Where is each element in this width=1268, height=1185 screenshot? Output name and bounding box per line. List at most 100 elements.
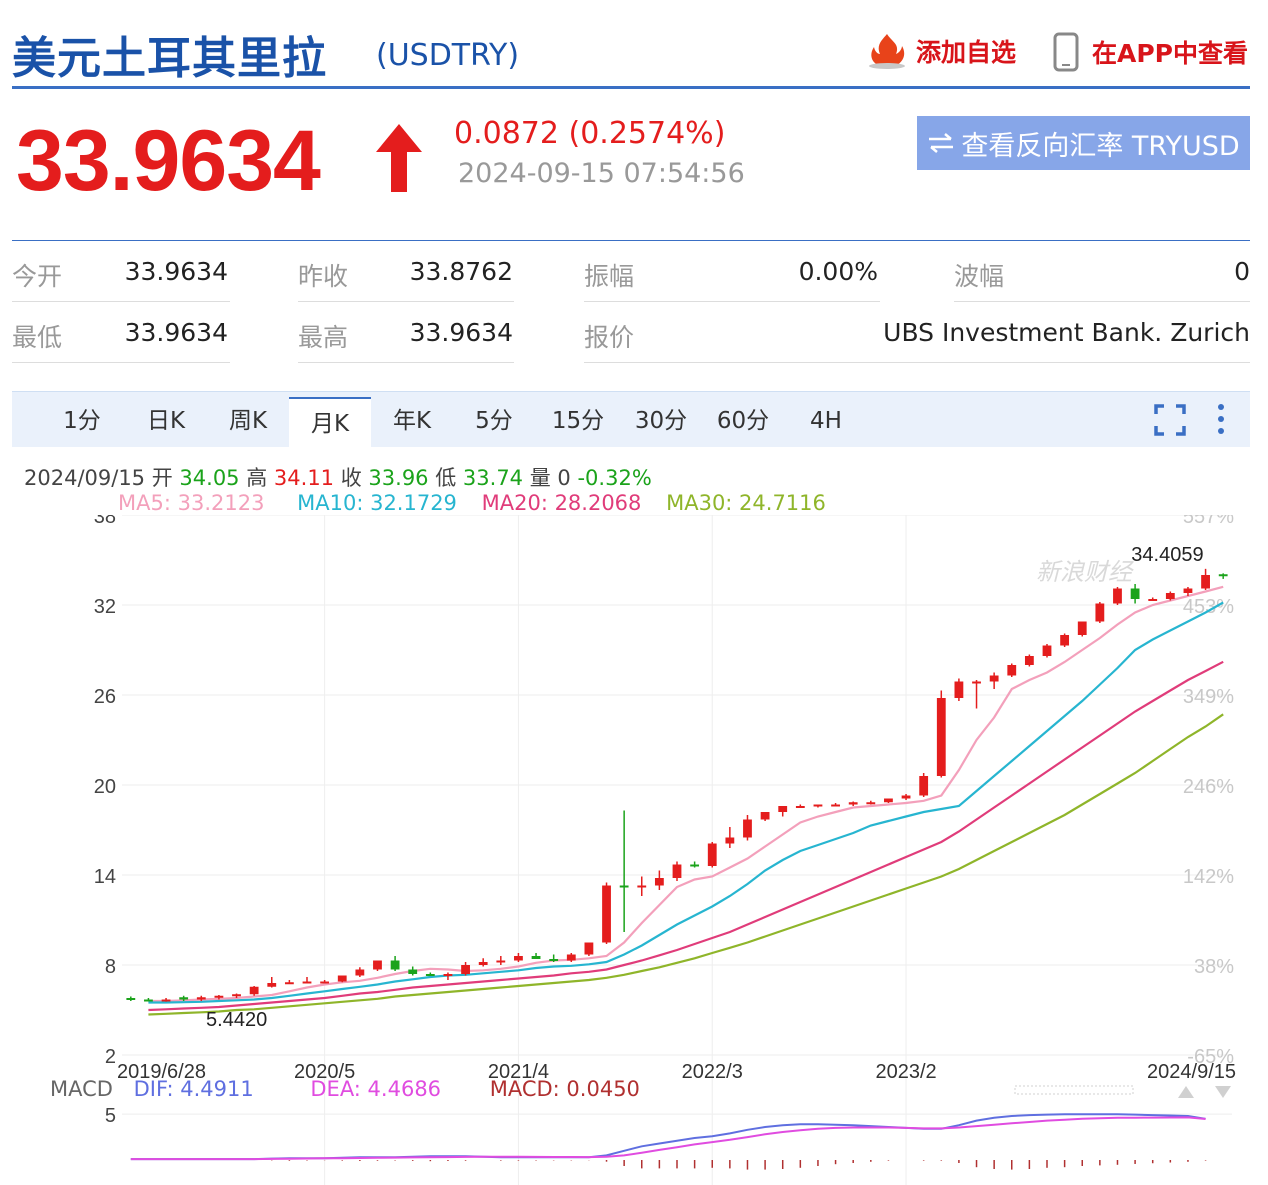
candle-body <box>637 885 647 888</box>
tab-month-k[interactable]: 月K <box>289 397 371 449</box>
candle-body <box>232 994 241 997</box>
ma5-legend: MA5: 33.2123 <box>118 491 265 515</box>
ma-legend: MA5: 33.2123 MA10: 32.1729 MA20: 28.2068… <box>118 491 826 515</box>
macd-legend: MACD DIF: 4.4911 DEA: 4.4686 MACD: 0.045… <box>50 1077 640 1101</box>
tab-30min[interactable]: 30分 <box>634 408 688 434</box>
candle-body <box>954 681 964 698</box>
candle-body <box>602 885 611 943</box>
candle-body <box>161 999 171 1002</box>
quote-timestamp: 2024-09-15 07:54:56 <box>458 158 745 189</box>
candle-body <box>707 843 717 866</box>
tab-4h[interactable]: 4H <box>810 408 842 434</box>
ohlc-low-label: 低 <box>435 466 457 490</box>
current-price: 33.9634 <box>16 113 321 209</box>
tab-5min[interactable]: 5分 <box>475 408 513 434</box>
y-tick-label: 20 <box>94 776 116 798</box>
x-tick-label: 2024/9/15 <box>1147 1061 1236 1083</box>
ma-line-ma30 <box>148 713 1224 1016</box>
candle-body <box>461 965 470 974</box>
quote-source-value: UBS Investment Bank. Zurich <box>883 318 1250 347</box>
scroll-up-icon <box>1178 1086 1194 1098</box>
row-divider <box>298 362 514 363</box>
ohlc-close-label: 收 <box>340 466 362 490</box>
y-tick-label: 2 <box>105 1046 116 1068</box>
ma20-legend: MA20: 28.2068 <box>481 491 642 515</box>
high-label: 最高 <box>298 323 349 352</box>
min-annotation: 5.4420 <box>206 1009 267 1031</box>
candle-body <box>1201 575 1210 589</box>
high-value: 33.9634 <box>409 318 513 347</box>
candle-body <box>760 812 770 820</box>
prev-close-value: 33.8762 <box>409 257 513 286</box>
candle-body <box>690 864 700 867</box>
y-tick-label: 26 <box>94 686 116 708</box>
candle-body <box>1042 645 1052 656</box>
max-annotation: 34.4059 <box>1131 544 1203 566</box>
row-divider <box>12 362 230 363</box>
candle-body <box>144 999 153 1002</box>
candle-body <box>778 806 788 812</box>
low-value: 33.9634 <box>124 318 228 347</box>
ohlc-low: 33.74 <box>462 466 524 490</box>
watermark: 新浪财经 <box>1036 558 1135 586</box>
candle-body <box>936 698 946 776</box>
candle-body <box>196 997 206 1000</box>
ma10-legend: MA10: 32.1729 <box>297 491 457 515</box>
candle-body <box>972 681 981 684</box>
candle-body <box>320 981 330 984</box>
row-divider <box>584 362 1250 363</box>
x-tick-label: 2021/4 <box>488 1061 549 1083</box>
row-divider <box>12 301 230 302</box>
page-title: 美元土耳其里拉 <box>12 33 327 84</box>
add-watchlist-button[interactable]: 添加自选 <box>866 32 1016 70</box>
candle-body <box>390 960 400 970</box>
tab-60min[interactable]: 60分 <box>716 408 770 434</box>
range-scroller <box>1014 1085 1134 1095</box>
candle-body <box>866 802 876 805</box>
candlestick-chart[interactable]: 38 557%32 453%26 349%20 246%14 142%8 38%2 -65%2… <box>0 515 1268 1185</box>
candle-body <box>1077 621 1087 635</box>
candle-body <box>126 998 136 1000</box>
ohlc-volume: 0 <box>557 466 571 490</box>
open-value: 33.9634 <box>124 257 228 286</box>
candle-body <box>725 837 735 844</box>
pct-tick-label: 349% <box>1183 686 1234 708</box>
candle-body <box>478 962 488 965</box>
candle-body <box>443 974 453 976</box>
reverse-rate-button[interactable]: 查看反向汇率 TRYUSD <box>917 116 1250 170</box>
candle-body <box>514 956 523 961</box>
more-options-icon[interactable] <box>1214 402 1228 438</box>
tab-week-k[interactable]: 周K <box>228 408 268 434</box>
candle-body <box>549 959 559 961</box>
candle-body <box>1148 599 1158 601</box>
tab-year-k[interactable]: 年K <box>392 408 432 434</box>
swap-icon <box>929 133 954 153</box>
fullscreen-icon[interactable] <box>1154 404 1186 436</box>
y-tick-label: 8 <box>105 956 116 978</box>
open-in-app-button[interactable]: 在APP中查看 <box>1052 32 1248 72</box>
candle-body <box>1007 665 1017 676</box>
candle-body <box>672 864 682 878</box>
candle-body <box>1183 588 1193 593</box>
candle-body <box>1218 574 1228 577</box>
pct-tick-label: 142% <box>1183 866 1234 888</box>
reverse-rate-label: 查看反向汇率 TRYUSD <box>961 130 1240 162</box>
row-divider <box>298 301 514 302</box>
pct-tick-label: 453% <box>1183 596 1234 618</box>
candle-body <box>848 802 858 805</box>
pct-tick-label: 38% <box>1194 956 1234 978</box>
tab-day-k[interactable]: 日K <box>146 408 186 434</box>
tab-1min[interactable]: 1分 <box>63 408 101 434</box>
pct-tick-label: 557% <box>1183 515 1234 528</box>
candle-body <box>337 975 347 982</box>
y-tick-label: 32 <box>94 596 116 618</box>
tab-15min[interactable]: 15分 <box>551 408 605 434</box>
x-tick-label: 2022/3 <box>682 1061 743 1083</box>
candle-body <box>355 969 365 976</box>
pct-tick-label: 246% <box>1183 776 1234 798</box>
phone-icon <box>1053 32 1079 72</box>
dea-line <box>130 1116 1206 1161</box>
candle-body <box>284 982 294 985</box>
dif-legend: DIF: 4.4911 <box>133 1077 254 1101</box>
wave-label: 波幅 <box>954 262 1005 291</box>
